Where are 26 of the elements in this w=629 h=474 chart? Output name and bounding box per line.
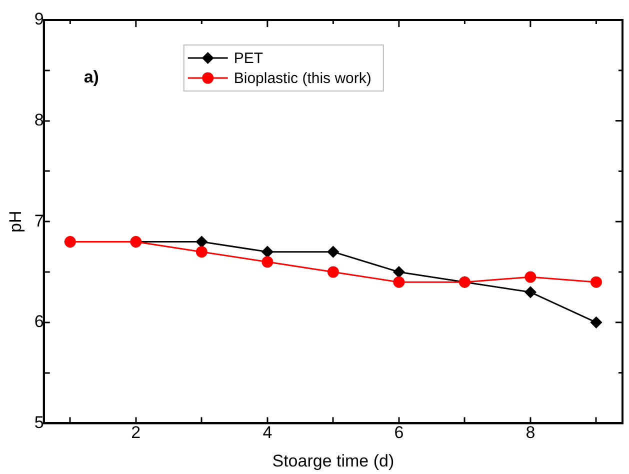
x-tick-label: 8	[526, 423, 536, 442]
point	[196, 246, 208, 258]
y-tick-label: 5	[34, 412, 44, 432]
point	[327, 266, 339, 278]
x-tick-label: 2	[131, 423, 141, 442]
y-tick-label: 6	[34, 312, 44, 332]
point	[393, 266, 405, 278]
point	[590, 316, 602, 328]
point	[524, 286, 536, 298]
y-tick-label: 7	[34, 211, 44, 230]
point	[196, 236, 208, 248]
point	[262, 256, 274, 268]
legend-label: Bioplastic (this work)	[234, 70, 372, 88]
y-axis-title: pH	[6, 210, 25, 232]
y-tick-label: 9	[34, 10, 44, 29]
annotation: a)	[84, 68, 99, 87]
point	[590, 276, 602, 288]
point	[524, 271, 536, 283]
x-axis-title: Stoarge time (d)	[272, 451, 394, 470]
y-tick-label: 8	[34, 110, 44, 130]
point	[262, 246, 274, 258]
point	[393, 276, 405, 288]
legend-label: PET	[234, 50, 264, 68]
point	[327, 246, 339, 258]
x-tick-label: 6	[394, 423, 404, 442]
x-tick-label: 4	[262, 423, 272, 442]
